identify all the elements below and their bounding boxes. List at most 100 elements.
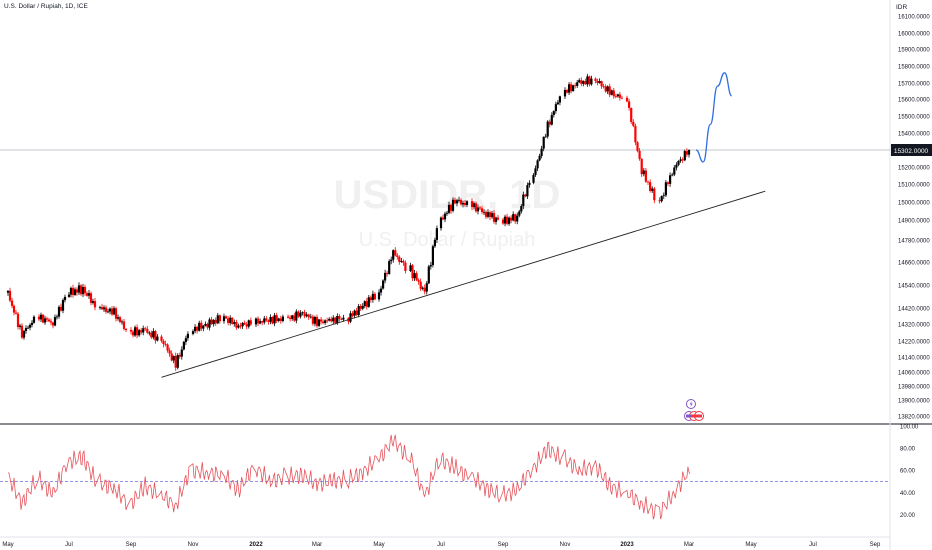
candle xyxy=(353,309,356,319)
candle xyxy=(429,261,432,270)
candle xyxy=(24,325,28,334)
candle xyxy=(144,326,147,331)
candle xyxy=(480,205,484,215)
candle xyxy=(681,157,684,164)
candle xyxy=(411,264,414,281)
candle xyxy=(568,82,571,95)
candle xyxy=(184,335,187,345)
candle xyxy=(404,260,407,274)
candle xyxy=(114,306,118,322)
candle xyxy=(365,298,368,310)
candle xyxy=(518,209,521,218)
candle xyxy=(415,271,418,282)
candle xyxy=(594,77,597,84)
trendline-group[interactable] xyxy=(161,190,766,378)
candle xyxy=(263,315,266,325)
price-axis[interactable]: 16100.0000 16000.0000 15900.0000 15800.0000… xyxy=(898,14,930,420)
candle xyxy=(281,314,284,323)
candle xyxy=(59,303,63,312)
candle xyxy=(326,317,329,324)
candle xyxy=(342,314,345,322)
lightning-event-icon[interactable] xyxy=(686,399,696,409)
candle xyxy=(14,310,18,315)
candle xyxy=(104,305,108,314)
candle xyxy=(53,314,57,327)
candle xyxy=(461,200,465,208)
candle xyxy=(596,78,599,86)
time-axis[interactable]: May Jul Sep Nov 2022 Mar May Jul Sep Nov 2023 Mar Ma… xyxy=(2,542,881,548)
projection-group[interactable] xyxy=(695,72,733,163)
candle xyxy=(55,314,59,320)
candle xyxy=(75,287,79,296)
candles-group xyxy=(6,73,691,371)
candle xyxy=(51,321,55,329)
candle xyxy=(516,212,519,225)
candle xyxy=(269,314,272,325)
candle xyxy=(202,325,205,332)
projection-curve[interactable] xyxy=(695,72,733,163)
candle xyxy=(421,286,424,291)
candle xyxy=(582,80,585,87)
candle xyxy=(570,81,573,94)
candle xyxy=(482,209,486,215)
candle xyxy=(222,313,226,324)
price-tick-label: 14780.0000 xyxy=(898,238,930,244)
candle xyxy=(488,210,492,221)
rsi-axis[interactable]: 100.00 80.00 60.00 40.00 20.00 xyxy=(900,424,919,519)
candle xyxy=(664,180,667,197)
candle xyxy=(45,316,49,322)
candle xyxy=(291,314,294,321)
candle xyxy=(204,321,207,327)
candle xyxy=(604,84,607,93)
price-tick-label: 15200.0000 xyxy=(898,165,930,171)
candle xyxy=(640,158,643,177)
current-price-label: 15302.0000 xyxy=(894,148,929,155)
support-trendline[interactable] xyxy=(161,190,766,378)
candle xyxy=(580,77,583,87)
candle xyxy=(315,314,319,328)
candle xyxy=(322,319,325,325)
candle xyxy=(423,284,426,295)
candle xyxy=(317,319,321,328)
time-tick-label: Sep xyxy=(498,542,509,548)
candle xyxy=(538,153,541,162)
candle xyxy=(616,93,619,98)
candle xyxy=(301,311,304,316)
candle xyxy=(57,305,61,319)
candle xyxy=(129,327,133,335)
dividend-event-icon[interactable] xyxy=(684,411,704,421)
candle xyxy=(22,330,26,340)
candle xyxy=(431,244,434,268)
candle xyxy=(245,321,248,330)
candle xyxy=(658,197,661,204)
candle xyxy=(174,352,177,371)
price-tick-label: 14140.0000 xyxy=(898,355,930,361)
candle xyxy=(20,323,24,340)
candle xyxy=(419,278,422,292)
candle xyxy=(30,320,34,328)
price-tick-label: 15600.0000 xyxy=(898,97,930,103)
candle xyxy=(110,306,114,316)
candle xyxy=(91,298,95,305)
candle xyxy=(501,217,505,225)
candle xyxy=(303,309,306,319)
candle xyxy=(413,270,416,281)
candle xyxy=(540,145,543,159)
candle xyxy=(536,159,539,172)
candle xyxy=(176,353,179,370)
watermark-name: U.S. Dollar / Rupiah xyxy=(359,229,536,251)
candle xyxy=(642,168,645,177)
candle xyxy=(503,214,507,227)
candle xyxy=(634,123,637,146)
candle xyxy=(644,168,647,183)
candle xyxy=(371,290,374,303)
current-price-badge xyxy=(891,144,932,156)
candle xyxy=(138,329,141,337)
candle xyxy=(254,317,258,327)
time-tick-label: 2023 xyxy=(620,542,634,548)
candle xyxy=(612,88,615,99)
candle xyxy=(152,328,155,340)
candle xyxy=(556,100,559,105)
